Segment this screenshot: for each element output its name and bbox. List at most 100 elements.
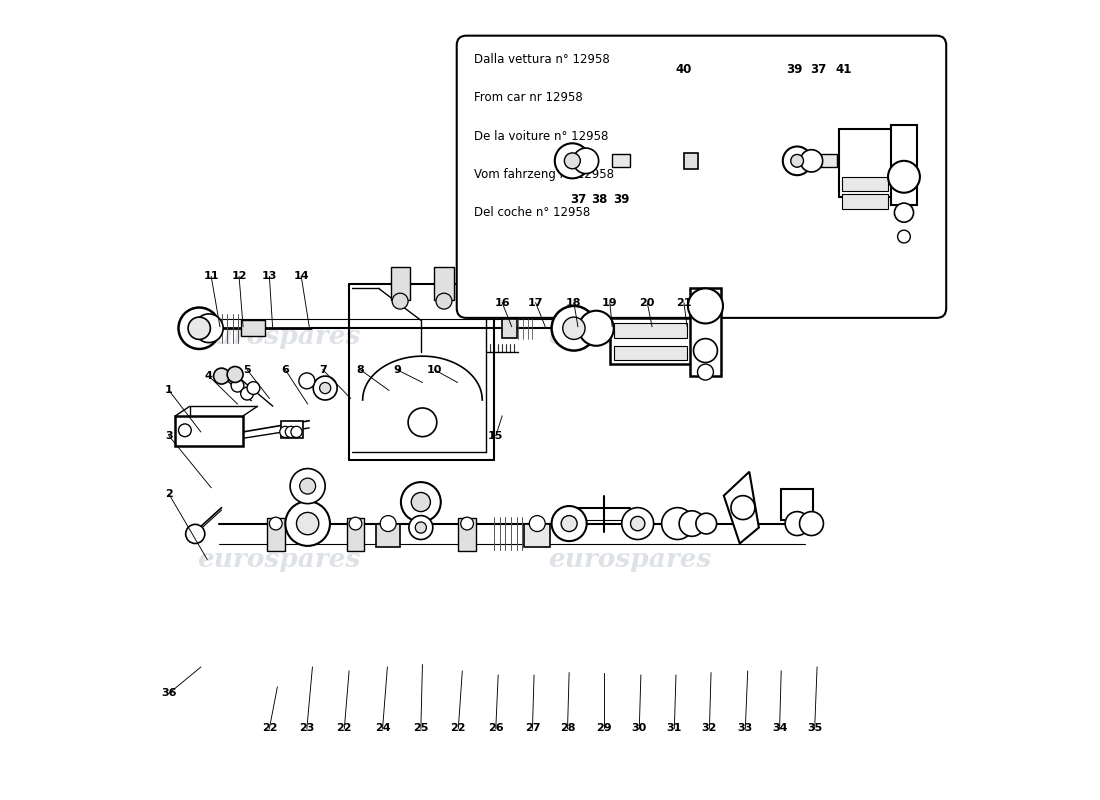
Circle shape [381,515,396,531]
Circle shape [564,153,581,169]
Text: 24: 24 [375,723,390,734]
Text: 23: 23 [299,723,315,734]
Circle shape [621,508,653,539]
Text: Del coche n° 12958: Del coche n° 12958 [474,206,591,219]
Text: 25: 25 [414,723,429,734]
Circle shape [561,515,578,531]
Circle shape [248,382,260,394]
Text: Dalla vettura n° 12958: Dalla vettura n° 12958 [474,54,610,66]
Circle shape [297,513,319,534]
Text: 13: 13 [262,271,277,282]
Circle shape [551,506,586,541]
Text: 21: 21 [676,298,692,308]
Circle shape [579,310,614,346]
Circle shape [299,478,316,494]
Circle shape [188,317,210,339]
Circle shape [888,161,920,193]
Circle shape [436,293,452,309]
Text: 7: 7 [319,365,327,374]
Circle shape [241,387,253,400]
Text: 15: 15 [488,431,504,441]
Text: 35: 35 [807,723,823,734]
Text: 22: 22 [337,723,352,734]
Text: 2: 2 [165,489,173,499]
Circle shape [314,376,337,400]
Circle shape [801,150,823,172]
Bar [267,518,285,551]
Circle shape [732,496,755,519]
Bar [614,346,688,360]
Text: 14: 14 [294,271,309,282]
Circle shape [231,379,244,392]
Text: 16: 16 [494,298,510,308]
FancyBboxPatch shape [456,36,946,318]
Bar [280,421,302,438]
Circle shape [409,515,432,539]
Circle shape [186,524,205,543]
Circle shape [213,368,230,384]
Circle shape [178,424,191,437]
Text: 37: 37 [571,193,586,206]
Bar [613,154,629,167]
Text: 26: 26 [488,723,504,734]
Text: 18: 18 [566,298,582,308]
Circle shape [785,512,810,535]
Bar [821,154,837,167]
Text: 22: 22 [451,723,466,734]
Bar [614,323,688,338]
Text: 29: 29 [596,723,612,734]
Bar [241,320,265,336]
Bar [434,267,454,300]
Circle shape [800,512,824,535]
Bar [390,267,410,300]
Bar [838,129,893,197]
Circle shape [285,502,330,546]
Circle shape [630,516,645,530]
Circle shape [400,482,441,522]
Bar [891,125,916,205]
Text: 28: 28 [560,723,575,734]
Text: 39: 39 [614,193,630,206]
Text: 36: 36 [162,688,177,698]
Circle shape [894,203,913,222]
Text: 27: 27 [525,723,540,734]
Circle shape [299,373,315,389]
Text: 40: 40 [675,62,692,76]
Text: 19: 19 [602,298,617,308]
Circle shape [285,426,297,438]
Bar [503,318,517,338]
Text: From car nr 12958: From car nr 12958 [474,91,583,105]
Text: 17: 17 [528,298,543,308]
Text: 12: 12 [231,271,246,282]
Bar [376,523,400,547]
Bar [842,194,888,209]
Text: 3: 3 [165,431,173,441]
Circle shape [791,154,803,167]
Circle shape [270,517,282,530]
Text: Vom fahrzeng n° 12958: Vom fahrzeng n° 12958 [474,168,614,181]
Bar [525,523,550,547]
Bar [175,416,243,446]
Text: 31: 31 [667,723,682,734]
Circle shape [661,508,693,539]
Circle shape [320,382,331,394]
Text: 38: 38 [591,193,607,206]
Text: 32: 32 [702,723,717,734]
Text: 34: 34 [772,723,788,734]
Text: eurospares: eurospares [197,547,361,572]
Circle shape [573,148,598,174]
Text: eurospares: eurospares [197,324,361,349]
Text: 5: 5 [243,365,251,374]
Circle shape [461,517,473,530]
Circle shape [349,517,362,530]
Text: 4: 4 [205,371,212,381]
Circle shape [408,408,437,437]
Text: 6: 6 [282,365,289,374]
Polygon shape [724,472,759,543]
Circle shape [898,230,911,243]
Text: 22: 22 [262,723,277,734]
Circle shape [563,317,585,339]
Circle shape [554,143,590,178]
Text: 11: 11 [204,271,219,282]
Text: 10: 10 [427,365,442,374]
